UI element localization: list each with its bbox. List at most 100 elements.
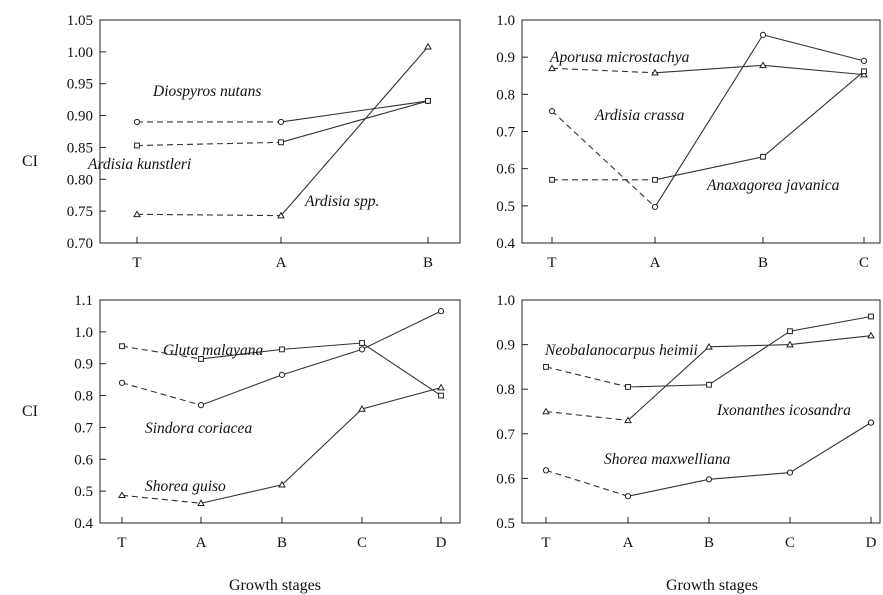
series-2: Ardisia crassa [548, 31, 868, 211]
series-label: Anaxagorea javanica [706, 177, 840, 194]
series-line-dashed [136, 213, 282, 217]
series-line [627, 335, 872, 421]
series-label: Ardisia kunstleri [87, 156, 191, 173]
data-point [118, 379, 126, 386]
x-tick-label: D [866, 535, 877, 551]
y-tick-label: 0.95 [67, 77, 93, 93]
series-line [200, 310, 442, 406]
series-line [627, 422, 872, 497]
y-axis-title-top: CI [22, 153, 38, 170]
series-label: Gluta malayana [163, 342, 264, 359]
y-tick-label: 0.7 [496, 125, 515, 141]
plot-frame [99, 19, 461, 244]
data-point [437, 308, 445, 315]
y-tick-label: 0.4 [496, 236, 515, 252]
data-point [425, 98, 431, 104]
y-tick-label: 0.85 [67, 140, 93, 156]
series-label: Ixonanthes icosandra [716, 402, 851, 419]
data-point [868, 313, 874, 320]
series-line-dashed [551, 67, 656, 74]
data-point [705, 476, 713, 483]
data-point [759, 31, 767, 38]
series-label: Shorea guiso [145, 478, 226, 495]
data-point [197, 499, 205, 506]
data-point [133, 210, 141, 218]
y-tick-label: 0.9 [496, 338, 515, 354]
data-point [358, 404, 366, 412]
data-point [134, 142, 140, 149]
data-point [437, 383, 445, 391]
panel-3: 0.4 0.5 0.6 0.7 0.8 0.9 1.0 1.1 T A B C D Gluta malay… [74, 293, 461, 551]
data-point [787, 328, 793, 335]
series-3: Shorea guiso [118, 383, 445, 506]
series-line-dashed [545, 366, 629, 388]
data-point [279, 346, 285, 353]
y-tick-label: 0.70 [67, 236, 93, 252]
y-tick-label: 1.0 [496, 13, 515, 29]
y-tick-label: 0.6 [74, 452, 93, 468]
data-point [786, 469, 794, 476]
y-tick-label: 0.4 [74, 516, 93, 532]
data-point [867, 419, 875, 426]
data-point [438, 392, 444, 399]
y-axis-title-bottom: CI [22, 403, 38, 420]
y-tick-label: 0.75 [67, 204, 93, 220]
series-label: Ardisia crassa [594, 107, 685, 124]
y-tick-label: 0.7 [496, 427, 515, 443]
data-point [549, 176, 555, 183]
x-tick-label: T [117, 535, 126, 551]
y-tick-label: 0.5 [496, 199, 515, 215]
data-point [278, 139, 284, 146]
x-tick-label: A [623, 535, 634, 551]
y-tick-label: 0.6 [496, 162, 515, 178]
series-line [627, 315, 872, 388]
data-point [624, 493, 632, 500]
series-line-dashed [545, 410, 629, 421]
y-tick-label: 0.5 [496, 516, 515, 532]
series-line-dashed [121, 345, 202, 360]
x-tick-label: A [196, 535, 207, 551]
y-tick-label: 0.9 [74, 357, 93, 373]
x-tick-label: B [277, 535, 287, 551]
y-tick-label: 0.90 [67, 109, 93, 125]
data-point [118, 491, 126, 499]
plot-frame [521, 299, 881, 524]
series-line [280, 46, 429, 216]
series-line-dashed [121, 382, 202, 406]
series-1: Aporusa microstachya [548, 49, 868, 78]
data-point [867, 331, 875, 339]
series-line [200, 342, 442, 397]
x-tick-label: T [132, 255, 141, 271]
x-tick-label: C [785, 535, 795, 551]
series-2: Ixonanthes icosandra [542, 331, 875, 424]
series-line [280, 100, 429, 143]
y-tick-label: 1.1 [74, 293, 93, 309]
data-point [424, 42, 432, 50]
data-point [860, 57, 868, 64]
x-tick-label: A [276, 255, 287, 271]
series-line-dashed [551, 110, 656, 208]
x-tick-label: C [357, 535, 367, 551]
series-line-dashed [545, 469, 629, 497]
x-tick-label: T [547, 255, 556, 271]
y-tick-label: 0.80 [67, 172, 93, 188]
data-point [543, 364, 549, 370]
x-tick-label: C [859, 255, 869, 271]
series-label: Aporusa microstachya [549, 49, 690, 66]
data-point [706, 381, 712, 388]
data-point [705, 342, 713, 350]
panel-1: 0.70 0.75 0.80 0.85 0.90 0.95 1.00 1.05 T A B Diosp… [67, 13, 461, 271]
series-line [654, 70, 865, 181]
series-line [280, 100, 429, 123]
data-point [861, 68, 867, 75]
data-point [759, 61, 767, 69]
y-tick-label: 1.0 [74, 325, 93, 341]
data-point [277, 211, 285, 219]
series-3: Ardisia spp. [133, 42, 432, 219]
x-axis-title-left: Growth stages [229, 577, 321, 594]
series-line-dashed [121, 494, 202, 504]
data-point [860, 70, 868, 78]
data-point [277, 118, 285, 126]
data-point [652, 176, 658, 183]
